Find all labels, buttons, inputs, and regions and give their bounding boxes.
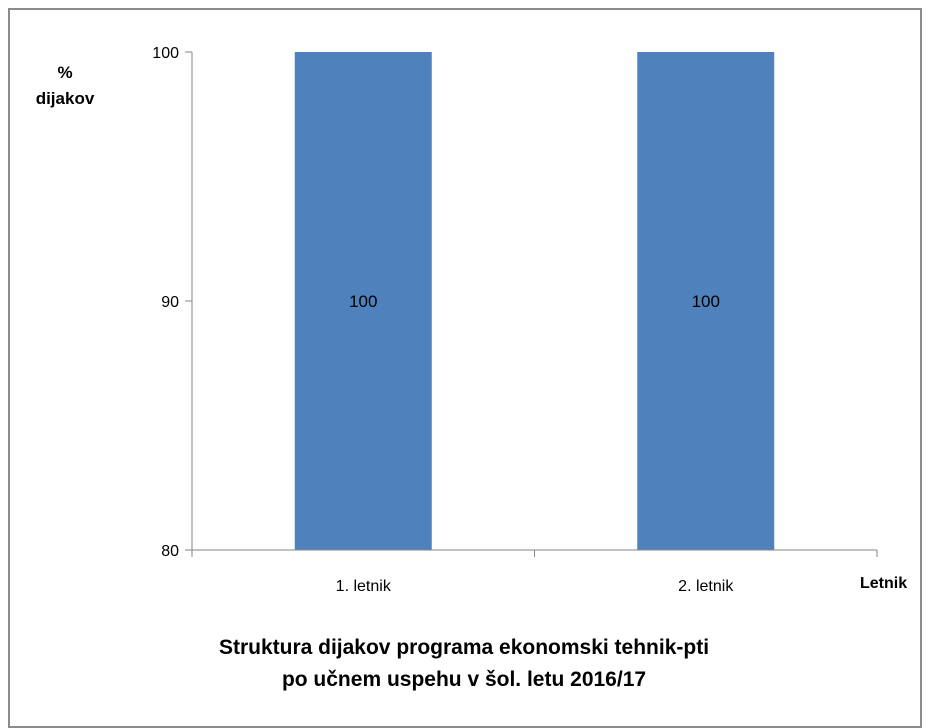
chart-title-line-1: Struktura dijakov programa ekonomski teh… xyxy=(218,636,710,659)
chart-title: Struktura dijakov programa ekonomski teh… xyxy=(0,632,928,696)
y-tick-label-80: 80 xyxy=(161,543,179,560)
bar-1 xyxy=(294,52,432,550)
bar-chart-plot: 100 100 80 90 100 1. letnik 2. letnik xyxy=(152,45,878,595)
data-label-2: 100 xyxy=(692,292,720,311)
y-tick-label-90: 90 xyxy=(161,294,179,311)
y-axis-title-line-2: dijakov xyxy=(35,89,95,108)
data-label-1: 100 xyxy=(349,292,377,311)
bar-2 xyxy=(637,52,775,550)
y-axis-title: % dijakov xyxy=(30,60,100,112)
x-axis-title: Letnik xyxy=(860,575,908,592)
x-category-label-1: 1. letnik xyxy=(336,578,392,595)
x-category-label-2: 2. letnik xyxy=(678,578,734,595)
y-tick-label-100: 100 xyxy=(152,45,179,62)
chart-title-line-2: po učnem uspehu v šol. letu 2016/17 xyxy=(281,668,647,691)
y-axis-title-line-1: % xyxy=(57,63,73,82)
